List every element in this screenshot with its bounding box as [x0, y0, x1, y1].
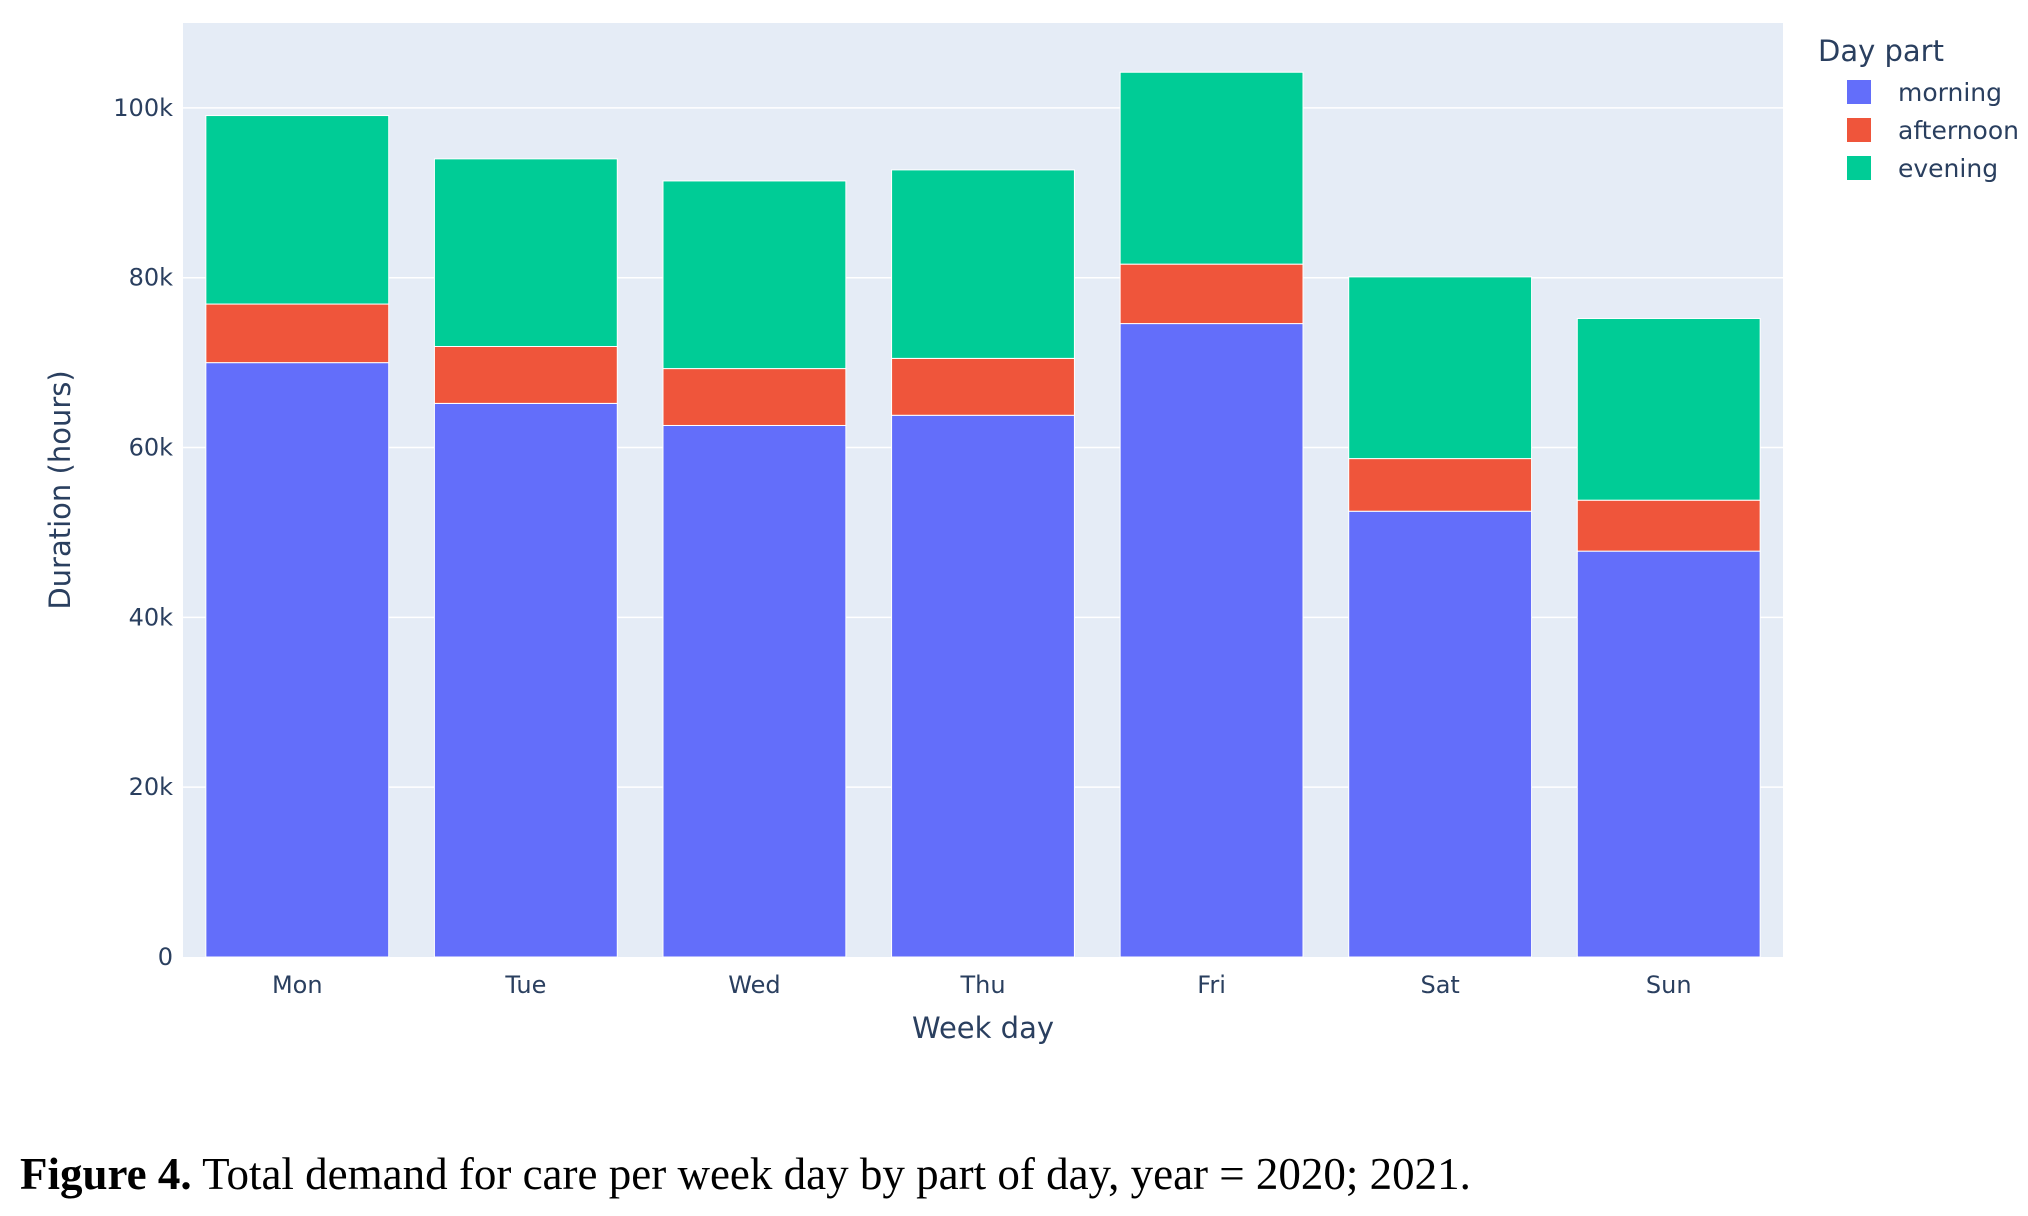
bar-morning-wed [662, 424, 847, 958]
legend-swatch-evening [1847, 156, 1871, 180]
bar-afternoon-fri [1119, 263, 1304, 325]
y-tick-label: 40k [129, 603, 174, 631]
bar-evening-sat [1348, 276, 1533, 460]
legend-label-morning: morning [1898, 78, 2002, 107]
y-axis-ticks: 0 20k 40k 60k 80k 100k [113, 94, 173, 971]
bar-afternoon-tue [433, 346, 618, 404]
x-tick-label: Wed [728, 971, 780, 999]
bar-afternoon-wed [662, 368, 847, 426]
figure-caption-text: Total demand for care per week day by pa… [191, 1149, 1471, 1199]
figure-caption-label: Figure 4. [20, 1149, 192, 1199]
y-tick-label: 0 [158, 943, 173, 971]
figure-caption: Figure 4. Total demand for care per week… [20, 1148, 2010, 1200]
x-tick-label: Tue [504, 971, 546, 999]
y-tick-label: 100k [113, 94, 173, 122]
x-tick-label: Mon [272, 971, 323, 999]
y-tick-label: 60k [129, 434, 174, 462]
y-axis-title: Duration (hours) [43, 370, 77, 609]
bar-afternoon-mon [205, 303, 390, 364]
legend: Day part morning afternoon evening [1818, 34, 2019, 183]
legend-label-evening: evening [1898, 154, 1998, 183]
legend-swatch-morning [1847, 80, 1871, 104]
y-tick-label: 20k [129, 773, 174, 801]
bar-morning-mon [205, 362, 390, 958]
x-axis-title: Week day [912, 1011, 1054, 1045]
bar-evening-tue [433, 158, 618, 348]
bar-evening-thu [891, 169, 1075, 359]
bar-morning-sat [1348, 510, 1533, 958]
bar-afternoon-sat [1348, 458, 1533, 512]
bar-afternoon-thu [891, 357, 1075, 416]
legend-title: Day part [1818, 34, 1944, 68]
bar-evening-wed [662, 180, 847, 370]
x-tick-label: Sat [1420, 971, 1459, 999]
bar-morning-thu [891, 414, 1075, 958]
y-tick-label: 80k [129, 264, 174, 292]
bar-evening-sun [1576, 317, 1761, 501]
bar-morning-tue [433, 402, 618, 958]
bar-evening-mon [205, 115, 390, 305]
x-tick-label: Sun [1646, 971, 1692, 999]
bar-evening-fri [1119, 71, 1304, 265]
legend-label-afternoon: afternoon [1898, 116, 2019, 145]
bar-morning-fri [1119, 323, 1304, 958]
x-tick-label: Thu [959, 971, 1005, 999]
bars [205, 71, 1761, 958]
legend-swatch-afternoon [1847, 118, 1871, 142]
x-axis-ticks: Mon Tue Wed Thu Fri Sat Sun [272, 971, 1692, 999]
bar-morning-sun [1576, 550, 1761, 958]
x-tick-label: Fri [1197, 971, 1226, 999]
bar-afternoon-sun [1576, 499, 1761, 552]
